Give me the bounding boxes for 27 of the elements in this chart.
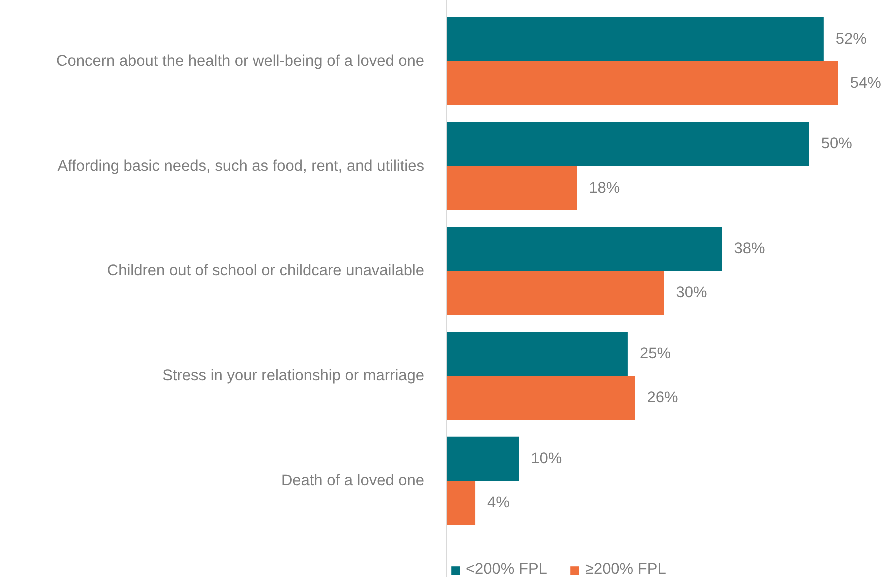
- bar: [446, 17, 824, 62]
- data-label: 30%: [676, 284, 708, 302]
- data-label: 54%: [850, 74, 882, 92]
- data-label: 4%: [488, 494, 510, 512]
- data-label: 25%: [640, 346, 672, 363]
- bar: [446, 271, 664, 316]
- legend-label: ≥200% FPL: [585, 561, 666, 577]
- data-label: 52%: [836, 30, 868, 48]
- legend-label: <200% FPL: [466, 561, 548, 577]
- y-tick-label: Children out of school or childcare unavailable: [107, 262, 424, 280]
- data-label: 26%: [647, 390, 678, 407]
- y-tick-label: Death of a loved one: [281, 472, 425, 490]
- data-label: 18%: [589, 180, 620, 197]
- y-tick-label: Stress in your relationship or marriage: [162, 368, 425, 385]
- bar: [446, 61, 838, 106]
- bar: [446, 227, 722, 272]
- bar: [446, 376, 636, 420]
- data-label: 38%: [734, 240, 766, 258]
- data-label: 10%: [531, 450, 562, 468]
- bar: [446, 480, 476, 526]
- y-tick-label: Concern about the health or well-being of a loved one: [56, 52, 425, 70]
- bar: [446, 122, 810, 166]
- bar: [446, 332, 628, 376]
- y-tick-label: Affording basic needs, such as food, rent, and utilities: [58, 158, 425, 175]
- data-label: 50%: [821, 136, 853, 153]
- bar: [446, 166, 578, 210]
- bar: [446, 436, 520, 481]
